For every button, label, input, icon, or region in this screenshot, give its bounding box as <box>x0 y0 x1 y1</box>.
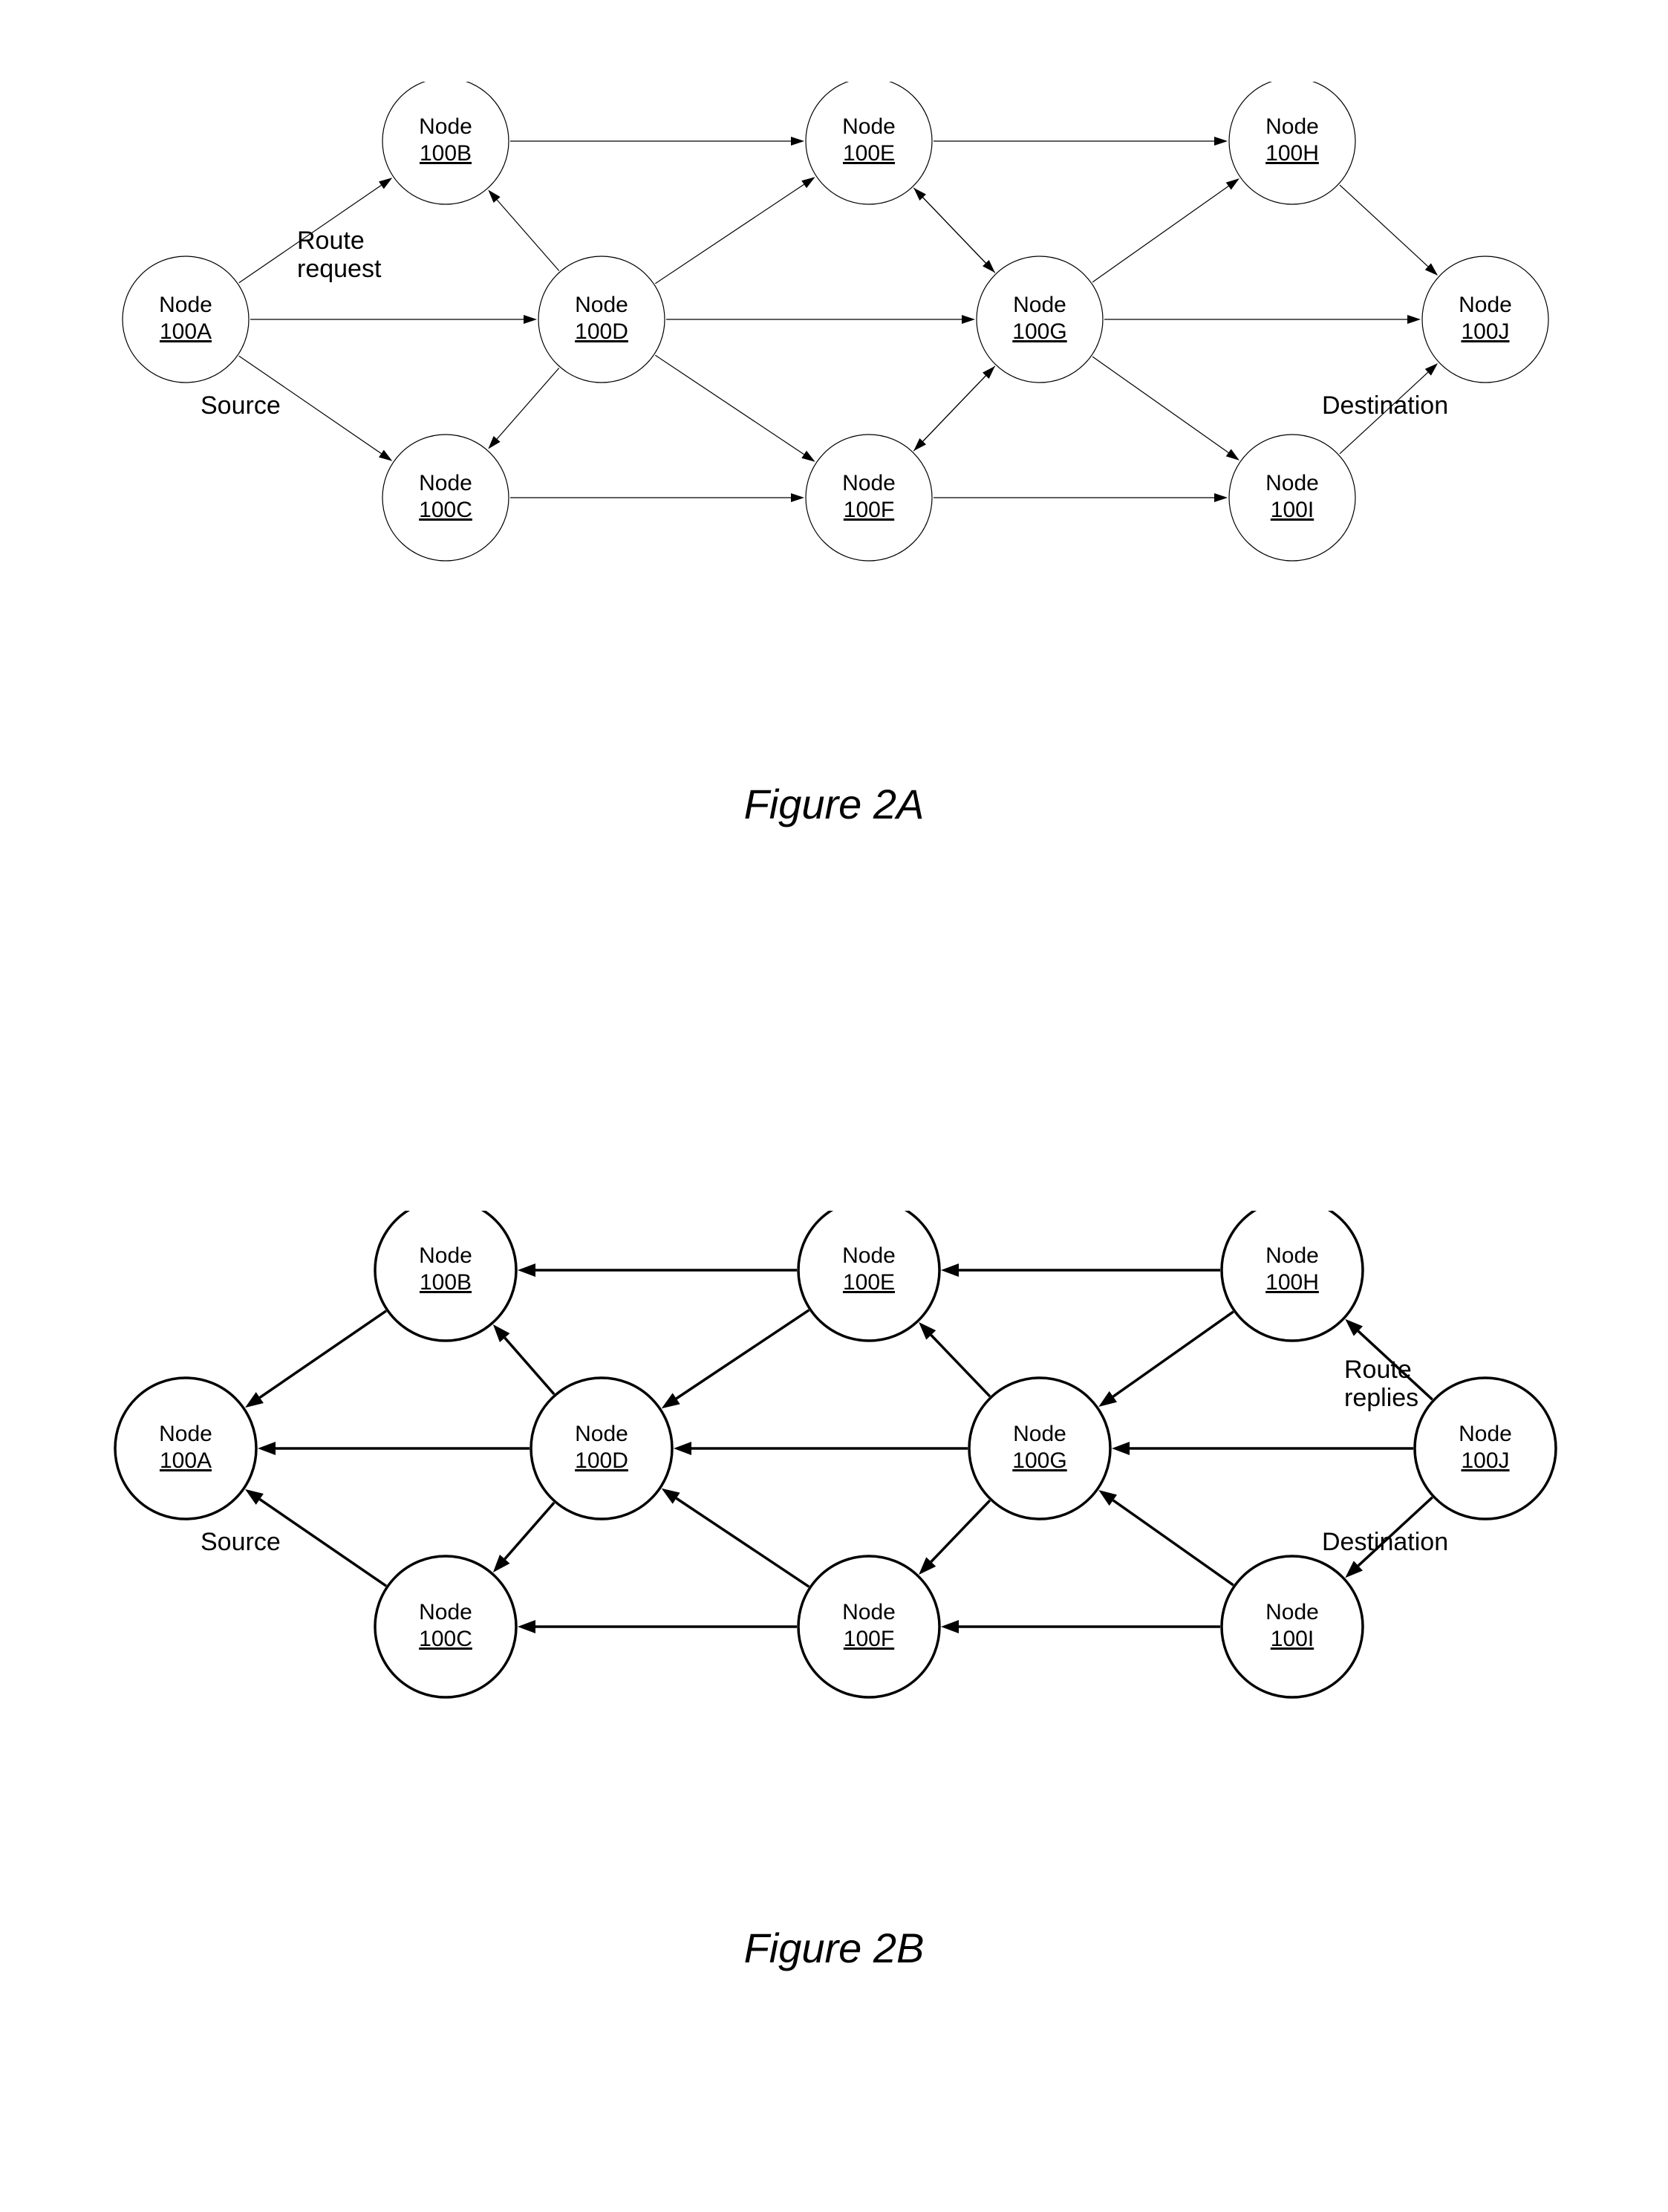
node-label: Node <box>419 1600 472 1624</box>
node-H: Node100H <box>1222 1211 1363 1341</box>
node-id: 100G <box>1012 1448 1066 1473</box>
node-F: Node 100F <box>806 435 932 561</box>
figure-2a-diagram: Node100ANode100BNode100CNode100DNode100E… <box>52 82 1612 691</box>
node-I: Node 100I <box>1222 1556 1363 1697</box>
node-E: Node100E <box>806 82 932 204</box>
node-id: 100I <box>1271 1627 1314 1651</box>
edge-label-line2: request <box>297 255 382 283</box>
node-id: 100B <box>420 141 472 166</box>
node-id: 100G <box>1012 319 1066 344</box>
node-id: 100D <box>575 1448 628 1473</box>
node-label: Node <box>419 471 472 495</box>
node-J: Node100J <box>1422 256 1548 383</box>
edge-label-line1: Route <box>1344 1356 1412 1384</box>
source-label: Source <box>201 1528 281 1556</box>
node-J: Node100J <box>1415 1378 1556 1519</box>
node-I: Node 100I <box>1229 435 1355 561</box>
node-id: 100H <box>1265 141 1319 166</box>
node-C: Node 100C <box>375 1556 516 1697</box>
node-H: Node100H <box>1229 82 1355 204</box>
node-label: Node <box>842 114 896 139</box>
node-id: 100B <box>420 1270 472 1295</box>
node-id: 100H <box>1265 1270 1319 1295</box>
node-A: Node100A <box>123 256 249 383</box>
nodes: Node100ANode100BNode100CNode100DNode100E… <box>115 1211 1556 1697</box>
node-label: Node <box>1265 114 1319 139</box>
node-id: 100E <box>843 141 895 166</box>
node-label: Node <box>159 293 212 317</box>
node-B: Node100B <box>375 1211 516 1341</box>
destination-label: Destination <box>1322 1528 1448 1556</box>
figure-2a-caption: Figure 2A <box>0 780 1668 828</box>
node-id: 100F <box>844 498 894 522</box>
node-F: Node 100F <box>798 1556 939 1697</box>
node-id: 100A <box>160 1448 212 1473</box>
node-label: Node <box>159 1422 212 1446</box>
node-C: Node 100C <box>382 435 509 561</box>
figure-2b-caption: Figure 2B <box>0 1924 1668 1972</box>
node-B: Node100B <box>382 82 509 204</box>
edge-label-line1: Route <box>297 227 365 255</box>
node-label: Node <box>1265 471 1319 495</box>
node-D: Node100D <box>531 1378 672 1519</box>
node-label: Node <box>1265 1600 1319 1624</box>
node-id: 100D <box>575 319 628 344</box>
node-label: Node <box>842 471 896 495</box>
destination-label: Destination <box>1322 391 1448 420</box>
node-label: Node <box>1013 1422 1066 1446</box>
edge-label-line2: replies <box>1344 1384 1418 1412</box>
node-G: Node100G <box>969 1378 1110 1519</box>
node-label: Node <box>575 293 628 317</box>
node-label: Node <box>419 1243 472 1268</box>
node-label: Node <box>1459 1422 1512 1446</box>
figure-2b-diagram: Node100ANode100BNode100CNode100DNode100E… <box>52 1211 1612 1820</box>
node-id: 100C <box>419 1627 472 1651</box>
page: { "page": { "width": 2246, "height": 297… <box>0 0 1668 2212</box>
node-id: 100E <box>843 1270 895 1295</box>
node-id: 100C <box>419 498 472 522</box>
node-id: 100F <box>844 1627 894 1651</box>
node-label: Node <box>1459 293 1512 317</box>
node-id: 100J <box>1461 319 1509 344</box>
node-label: Node <box>419 114 472 139</box>
node-label: Node <box>1265 1243 1319 1268</box>
node-label: Node <box>575 1422 628 1446</box>
source-label: Source <box>201 391 281 420</box>
node-label: Node <box>1013 293 1066 317</box>
node-label: Node <box>842 1243 896 1268</box>
node-A: Node100A <box>115 1378 256 1519</box>
nodes: Node100ANode100BNode100CNode100DNode100E… <box>123 82 1548 561</box>
node-G: Node100G <box>977 256 1103 383</box>
node-id: 100J <box>1461 1448 1509 1473</box>
node-D: Node100D <box>538 256 665 383</box>
node-E: Node100E <box>798 1211 939 1341</box>
node-id: 100I <box>1271 498 1314 522</box>
node-label: Node <box>842 1600 896 1624</box>
node-id: 100A <box>160 319 212 344</box>
